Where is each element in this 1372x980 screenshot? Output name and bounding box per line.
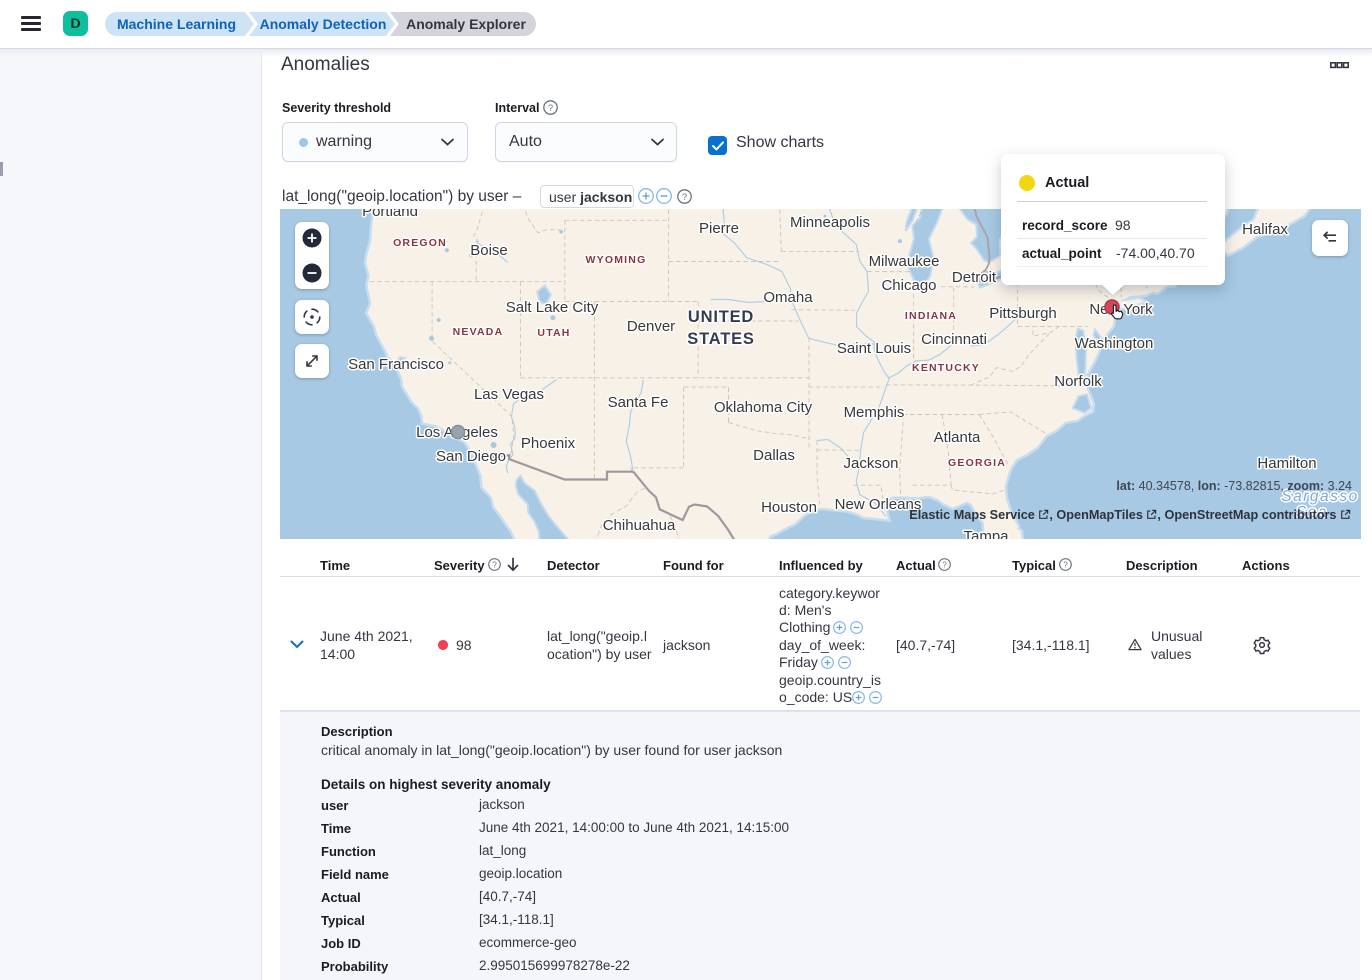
svg-text:Cincinnati: Cincinnati	[921, 331, 987, 348]
svg-text:?: ?	[942, 561, 947, 570]
svg-text:Saint Louis: Saint Louis	[837, 340, 911, 357]
svg-text:Houston: Houston	[761, 499, 817, 516]
svg-text:UTAH: UTAH	[537, 327, 570, 339]
svg-text:Minneapolis: Minneapolis	[790, 214, 870, 231]
svg-text:?: ?	[1063, 561, 1068, 570]
svg-text:?: ?	[548, 103, 553, 114]
svg-text:Las Vegas: Las Vegas	[474, 386, 544, 403]
svg-text:Hamilton: Hamilton	[1257, 455, 1316, 472]
svg-text:New Orleans: New Orleans	[835, 496, 922, 513]
svg-text:Chihuahua: Chihuahua	[603, 517, 676, 534]
svg-text:Memphis: Memphis	[844, 404, 905, 421]
svg-text:OREGON: OREGON	[393, 237, 447, 249]
svg-text:Tampa: Tampa	[963, 528, 1009, 539]
svg-text:Phoenix: Phoenix	[521, 435, 576, 452]
svg-text:Omaha: Omaha	[763, 289, 813, 306]
svg-text:Denver: Denver	[627, 318, 675, 335]
svg-text:San Francisco: San Francisco	[348, 356, 444, 373]
svg-text:WYOMING: WYOMING	[586, 254, 647, 266]
svg-text:STATES: STATES	[687, 330, 754, 348]
svg-text:Salt Lake City: Salt Lake City	[506, 299, 599, 316]
svg-text:Sargasso: Sargasso	[1281, 488, 1358, 505]
svg-text:Halifax: Halifax	[1242, 221, 1288, 238]
svg-text:Atlanta: Atlanta	[934, 429, 981, 446]
svg-text:Washington: Washington	[1075, 335, 1154, 352]
svg-text:Milwaukee: Milwaukee	[869, 253, 940, 270]
svg-text:San Diego: San Diego	[436, 448, 506, 465]
svg-text:INDIANA: INDIANA	[905, 310, 957, 322]
svg-text:KENTUCKY: KENTUCKY	[912, 362, 980, 374]
svg-text:Norfolk: Norfolk	[1054, 373, 1102, 390]
svg-text:Dallas: Dallas	[753, 447, 795, 464]
svg-text:NEVADA: NEVADA	[453, 326, 504, 338]
svg-text:Boise: Boise	[470, 242, 508, 259]
svg-text:Portland: Portland	[362, 209, 418, 220]
svg-text:Oklahoma City: Oklahoma City	[714, 399, 813, 416]
svg-text:GEORGIA: GEORGIA	[948, 457, 1006, 469]
svg-text:?: ?	[682, 192, 687, 203]
svg-text:Pierre: Pierre	[699, 220, 739, 237]
svg-text:?: ?	[492, 561, 497, 570]
svg-text:Santa Fe: Santa Fe	[608, 394, 669, 411]
svg-text:Detroit: Detroit	[952, 269, 997, 286]
svg-text:Sea: Sea	[1296, 504, 1328, 521]
svg-text:Jackson: Jackson	[843, 455, 898, 472]
svg-text:UNITED: UNITED	[688, 308, 754, 326]
svg-text:Pittsburgh: Pittsburgh	[989, 305, 1057, 322]
svg-text:Chicago: Chicago	[881, 277, 936, 294]
